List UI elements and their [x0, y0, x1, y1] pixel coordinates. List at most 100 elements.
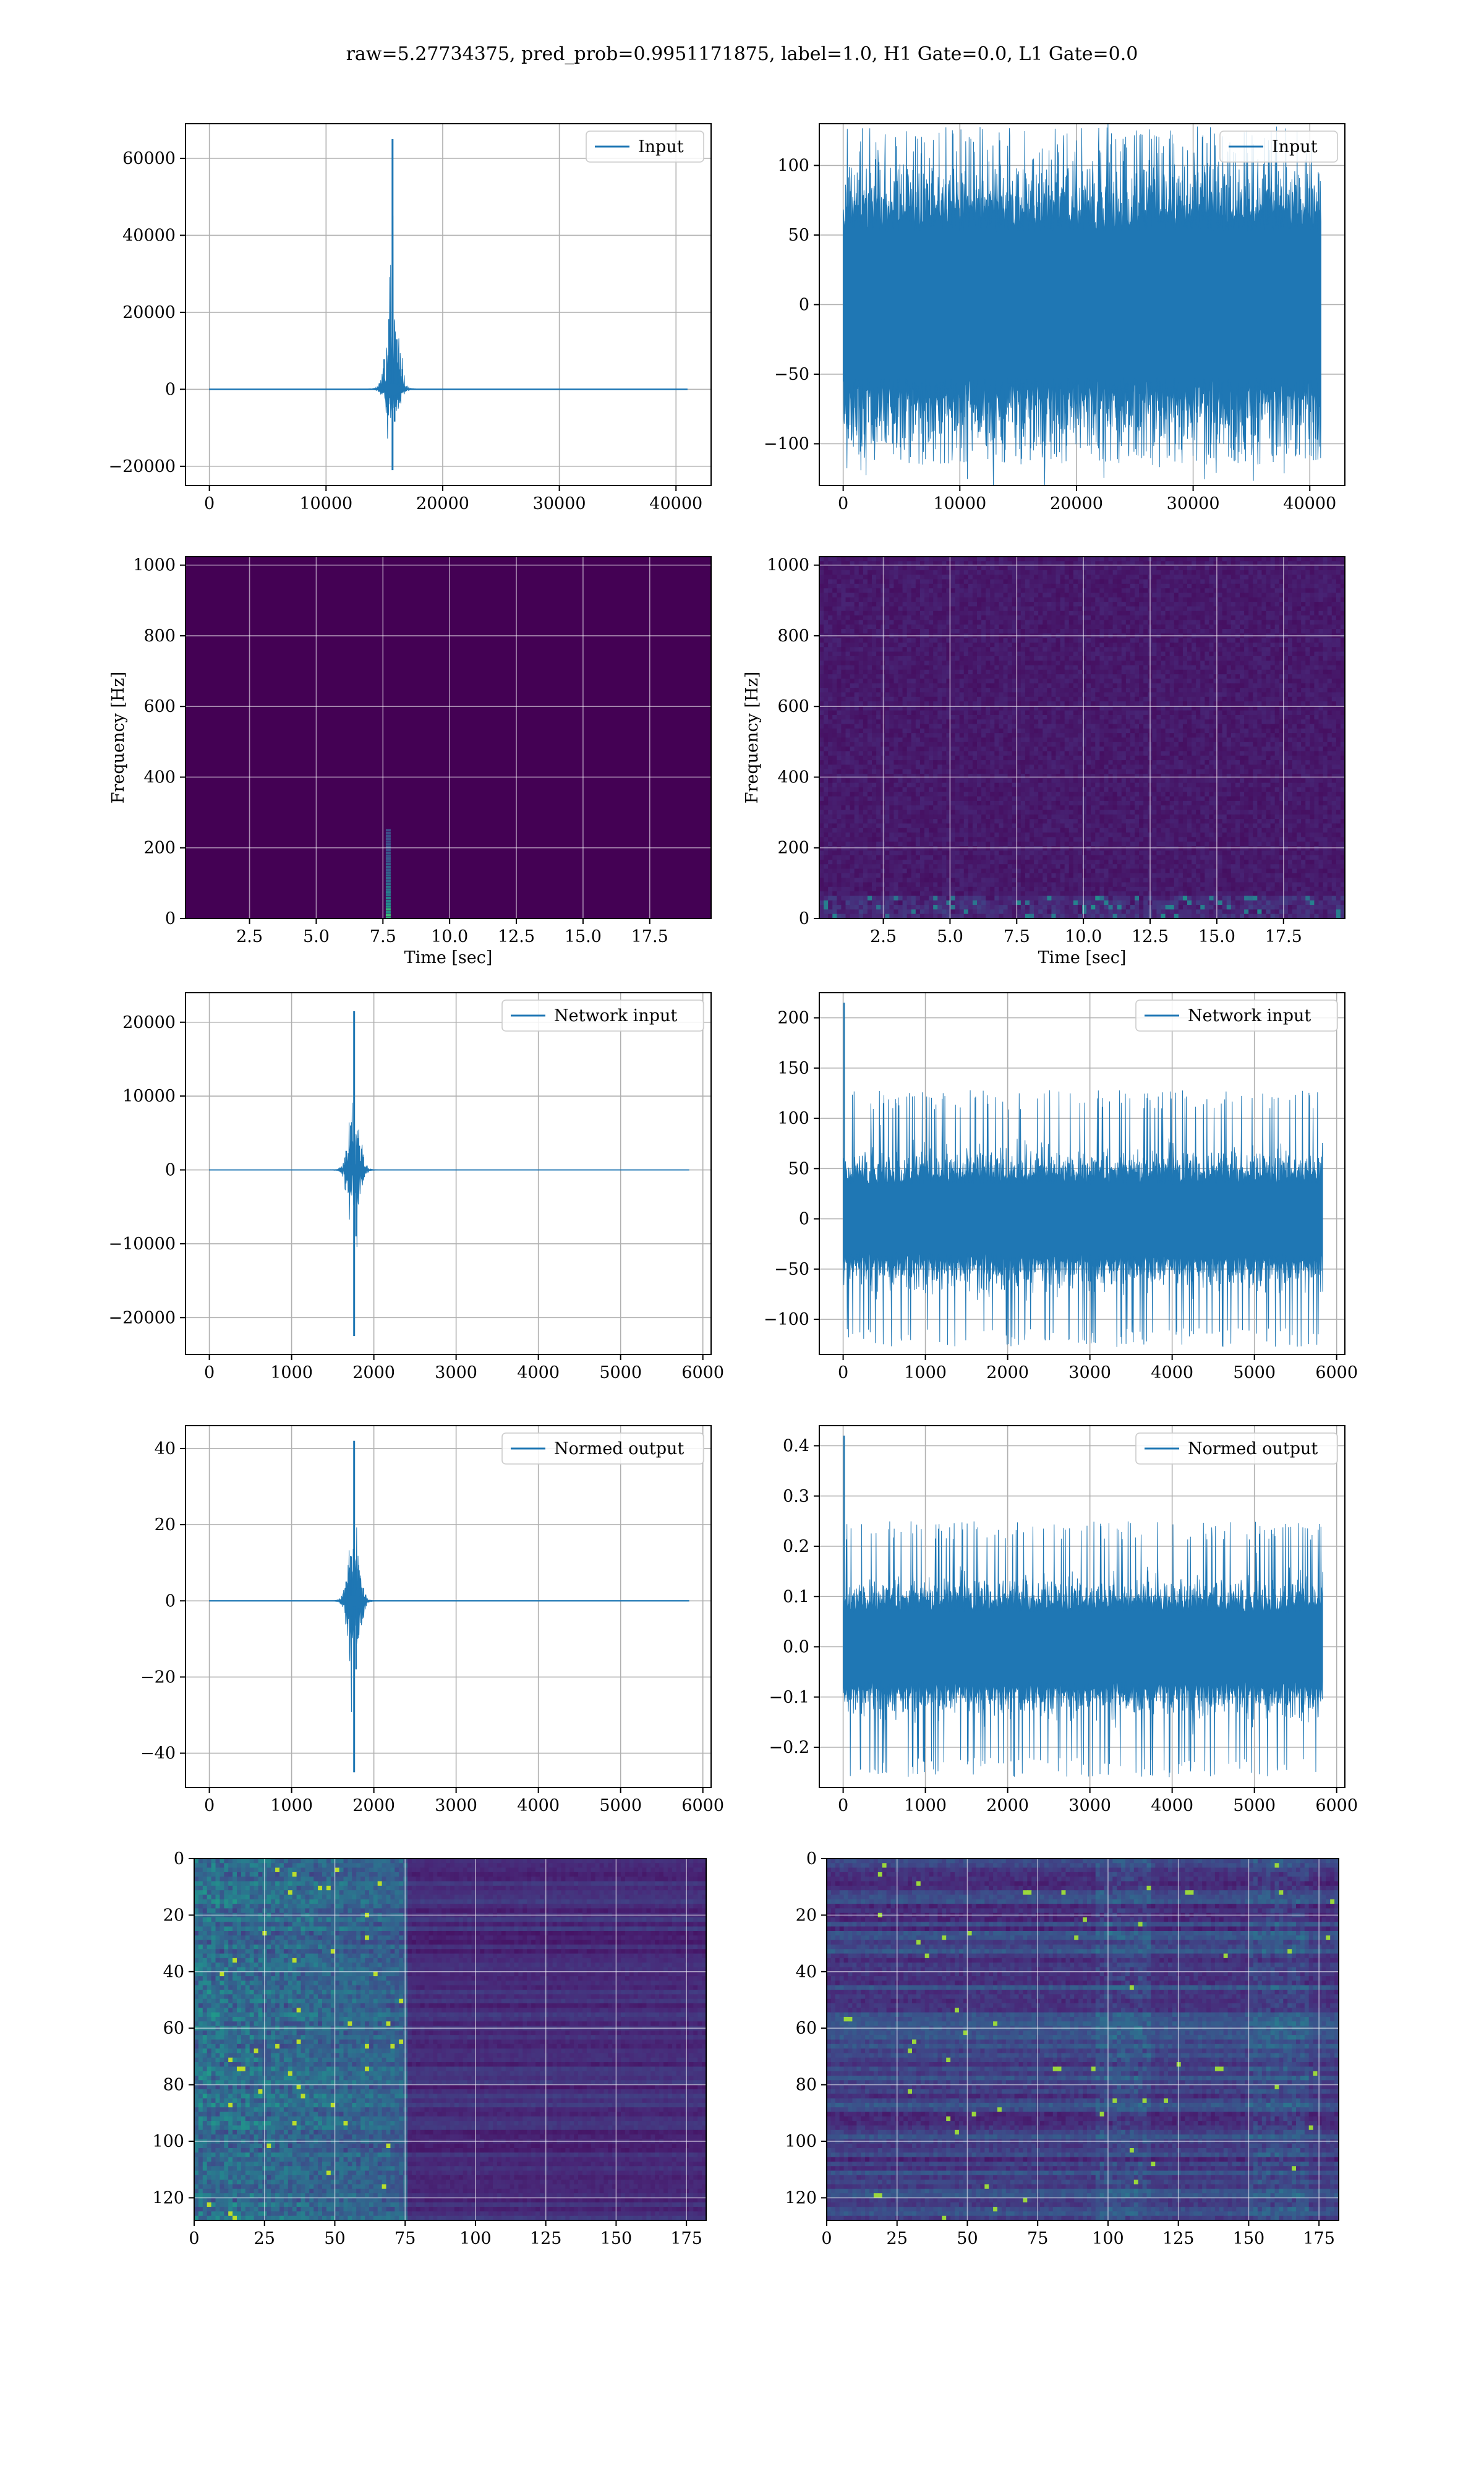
- l1-spectrogram-cell: [1222, 597, 1227, 602]
- l1-spectrogram-cell: [1336, 557, 1341, 562]
- l1-spectrogram-cell: [1213, 615, 1219, 620]
- l1-spectrogram-cell: [959, 665, 965, 670]
- l1-spectrogram-cell: [1108, 661, 1114, 666]
- l1-spectrogram-cell: [832, 724, 837, 729]
- h1-spectrogram-ytick-label: 0: [165, 909, 176, 928]
- l1-spectrogram-cell: [1178, 665, 1183, 670]
- l1-spectrogram-cell: [1331, 575, 1337, 580]
- l1-spectrogram-cell: [1043, 696, 1047, 702]
- l1-spectrogram-cell: [1327, 656, 1333, 661]
- l1-spectrogram-cell: [1244, 565, 1249, 571]
- l1-spectrogram-cell: [1169, 714, 1175, 720]
- l1-spectrogram-cell: [1108, 696, 1114, 702]
- l1-spectrogram-cell: [1064, 688, 1070, 693]
- l1-spectrogram-cell: [1248, 665, 1253, 670]
- l1-spectrogram-cell: [1279, 570, 1284, 575]
- l1-spectrogram-cell: [824, 683, 829, 688]
- l1-spectrogram-cell: [1165, 701, 1171, 706]
- l1-spectrogram-cell: [1222, 647, 1227, 653]
- l1-spectrogram-cell: [863, 696, 868, 702]
- l1-spectrogram-cell: [854, 661, 859, 666]
- l1-spectrogram-cell: [902, 606, 908, 612]
- l1-spectrogram-cell: [1209, 683, 1214, 688]
- l1-spectrogram-cell: [1112, 597, 1118, 602]
- l1-spectrogram-cell: [867, 606, 872, 612]
- l1-spectrogram-cell: [1108, 575, 1114, 580]
- l1-spectrogram-cell: [898, 692, 903, 698]
- l1-spectrogram-cell: [841, 642, 846, 648]
- l1-spectrogram-cell: [1301, 647, 1306, 653]
- l1-spectrogram-cell: [1205, 669, 1210, 675]
- l1-spectrogram-cell: [1257, 629, 1263, 634]
- l1-spectrogram-cell: [1086, 724, 1091, 729]
- l1-spectrogram-cell: [819, 688, 824, 693]
- l1-spectrogram-cell: [1182, 624, 1188, 630]
- l1-spectrogram-cell: [1217, 638, 1223, 643]
- l1-spectrogram-cell: [1187, 728, 1192, 734]
- l1-spectrogram-cell: [933, 575, 938, 580]
- l1-spectrogram-cell: [911, 710, 916, 716]
- l1-spectrogram-cell: [1130, 696, 1135, 702]
- l1-spectrogram-cell: [977, 557, 982, 562]
- l1-spectrogram-cell: [1235, 570, 1240, 575]
- l1-spectrogram-cell: [1117, 638, 1122, 643]
- l1-spectrogram-cell: [1178, 610, 1183, 616]
- l1-spectrogram-cell: [1016, 674, 1021, 680]
- l1-spectrogram-cell: [1217, 642, 1223, 648]
- l1-spectrogram-cell: [885, 665, 890, 670]
- l1-spectrogram-cell: [898, 724, 903, 729]
- l1-spectrogram-cell: [981, 710, 986, 716]
- l1-spectrogram-cell: [1283, 570, 1289, 575]
- l1-spectrogram-cell: [994, 669, 1000, 675]
- l1-spectrogram-cell: [1117, 714, 1122, 720]
- l1-spectrogram-cell: [1205, 656, 1210, 661]
- l1-spectrogram-cell: [1043, 638, 1047, 643]
- l1-spectrogram-cell: [1064, 701, 1070, 706]
- l1-spectrogram-cell: [1165, 615, 1171, 620]
- l1-spectrogram-cell: [1104, 620, 1109, 625]
- l1-spectrogram-cell: [1331, 701, 1337, 706]
- l1-spectrogram-cell: [955, 656, 960, 661]
- l1-spectrogram-cell: [1192, 647, 1196, 653]
- l1-spectrogram-cell: [1104, 602, 1109, 607]
- l1-spectrogram-cell: [933, 642, 938, 648]
- l1-spectrogram-cell: [946, 593, 952, 598]
- l1-spectrogram-cell: [968, 669, 973, 675]
- l1-spectrogram-cell: [1174, 565, 1179, 571]
- l1-spectrogram-cell: [1213, 575, 1219, 580]
- l1-spectrogram-cell: [1064, 588, 1070, 594]
- l1-spectrogram-cell: [1121, 706, 1127, 711]
- l1-spectrogram-cell: [1156, 620, 1162, 625]
- l1-spectrogram-cell: [955, 602, 960, 607]
- l1-spectrogram-cell: [1060, 724, 1065, 729]
- l1-spectrogram-cell: [1161, 683, 1166, 688]
- l1-spectrogram-cell: [824, 692, 829, 698]
- l1-spectrogram-cell: [828, 583, 833, 589]
- l1-spectrogram-cell: [1196, 651, 1201, 657]
- l1-spectrogram-cell: [1230, 575, 1236, 580]
- l1-spectrogram-cell: [933, 701, 938, 706]
- l1-spectrogram-cell: [999, 615, 1004, 620]
- l1-spectrogram-cell: [1217, 606, 1223, 612]
- l1-spectrogram-cell: [1196, 656, 1201, 661]
- l1-spectrogram-cell: [990, 647, 995, 653]
- l1-spectrogram-cell: [1292, 706, 1297, 711]
- h1-input-ytick-label: 0: [165, 380, 176, 399]
- l1-spectrogram-cell: [1007, 688, 1013, 693]
- l1-spectrogram-cell: [885, 701, 890, 706]
- l1-spectrogram-cell: [867, 593, 872, 598]
- l1-spectrogram-cell: [937, 737, 942, 743]
- l1-spectrogram-cell: [919, 719, 925, 725]
- l1-spectrogram-cell: [1095, 696, 1100, 702]
- l1-spectrogram-cell: [902, 665, 908, 670]
- l1-spectrogram-cell: [1253, 651, 1258, 657]
- l1-spectrogram-cell: [1297, 570, 1302, 575]
- l1-spectrogram-cell: [977, 688, 982, 693]
- l1-spectrogram-cell: [1082, 575, 1087, 580]
- l1-spectrogram-cell: [1007, 706, 1013, 711]
- l1-spectrogram-cell: [1025, 606, 1030, 612]
- l1-spectrogram-cell: [1030, 593, 1034, 598]
- l1-spectrogram-cell: [1314, 656, 1320, 661]
- l1-spectrogram-cell: [990, 588, 995, 594]
- l1-spectrogram-cell: [1257, 688, 1263, 693]
